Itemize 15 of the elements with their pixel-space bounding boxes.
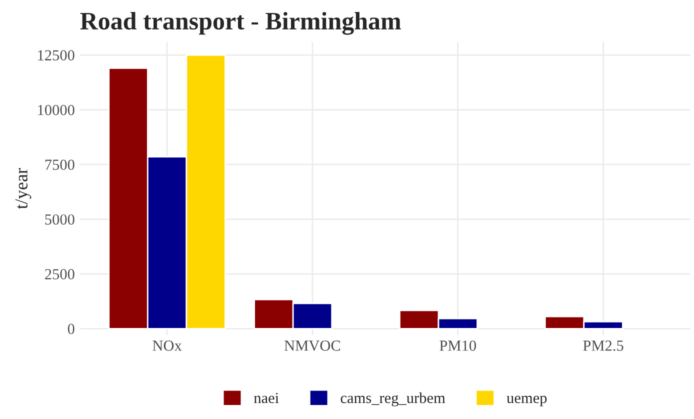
y-tick-label: 12500 <box>38 50 74 60</box>
legend-label: naei <box>254 392 279 404</box>
y-tick-label: 2500 <box>45 269 74 280</box>
y-tick-label: 5000 <box>45 214 74 225</box>
chart-title: Road transport - Birmingham <box>80 12 401 35</box>
x-tick-label: NMVOC <box>284 340 340 351</box>
x-tick-label: PM10 <box>440 340 476 351</box>
y-axis-title: t/year <box>15 168 32 209</box>
y-tick-label: 7500 <box>45 160 74 170</box>
x-tick-label: NOx <box>152 340 182 351</box>
legend-label: uemep <box>506 396 547 406</box>
x-tick-label: PM2.5 <box>583 340 624 351</box>
legend-label: cams_reg_urbem <box>340 392 446 406</box>
y-tick-label: 0 <box>68 324 74 334</box>
y-tick-label: 10000 <box>38 104 74 116</box>
